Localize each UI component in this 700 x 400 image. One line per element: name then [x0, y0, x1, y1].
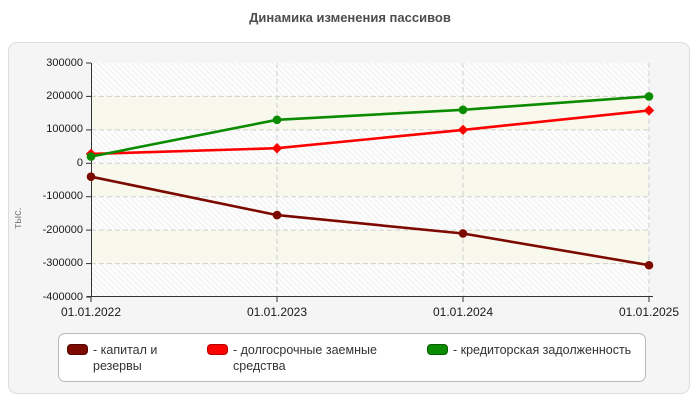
plot-area — [85, 62, 655, 302]
plot-band — [91, 263, 649, 297]
y-tick-label: -400000 — [42, 290, 83, 303]
plot-band — [91, 230, 649, 264]
legend-label: - капитал и резервы — [93, 343, 158, 373]
plot-band — [91, 163, 649, 197]
data-point — [86, 172, 96, 181]
legend-label: - кредиторская задолженность — [453, 343, 632, 357]
chart-panel: тыс. 300000 200000 100000 0 -100000 -200000 -3… — [8, 42, 690, 394]
data-point — [458, 229, 468, 238]
data-point — [271, 143, 283, 154]
legend-swatch-accounts-payable — [427, 344, 448, 355]
series-line-1 — [89, 109, 651, 156]
x-tick-label: 01.01.2025 — [618, 305, 680, 319]
chart-svg — [85, 62, 655, 302]
data-point — [644, 92, 654, 101]
y-tick-label: 300000 — [46, 56, 83, 69]
legend-swatch-long-term-borrowings — [207, 344, 228, 355]
data-point — [643, 105, 655, 116]
x-tick-label: 01.01.2024 — [432, 305, 494, 319]
plot-band — [91, 129, 649, 164]
series-line-0 — [89, 175, 651, 267]
chart-title: Динамика изменения пассивов — [249, 10, 451, 25]
series-line-2 — [89, 95, 651, 158]
data-point — [644, 260, 654, 270]
y-tick-label: 100000 — [46, 123, 83, 136]
y-tick-label: 0 — [76, 156, 83, 169]
data-point — [86, 152, 96, 161]
legend: - капитал и резервы - долгосрочные заемн… — [58, 333, 646, 382]
data-point — [458, 105, 468, 115]
x-tick-label: 01.01.2023 — [246, 305, 308, 319]
y-tick-label: 200000 — [46, 89, 83, 102]
plot-band — [91, 63, 649, 97]
data-point — [457, 124, 469, 136]
legend-item-accounts-payable: - кредиторская задолженность — [427, 342, 631, 358]
legend-item-long-term-borrowings: - долгосрочные заемные средства — [207, 342, 427, 374]
y-tick-label: -200000 — [42, 223, 83, 236]
y-tick-label: -300000 — [42, 257, 83, 270]
data-point — [272, 115, 282, 125]
legend-swatch-capital-and-reserves — [67, 344, 88, 355]
x-tick-label: 01.01.2022 — [60, 305, 122, 319]
y-tick-label: -100000 — [42, 190, 83, 203]
data-point — [272, 210, 282, 220]
legend-item-capital-and-reserves: - капитал и резервы — [67, 342, 207, 374]
legend-label: - долгосрочные заемные средства — [233, 343, 377, 373]
